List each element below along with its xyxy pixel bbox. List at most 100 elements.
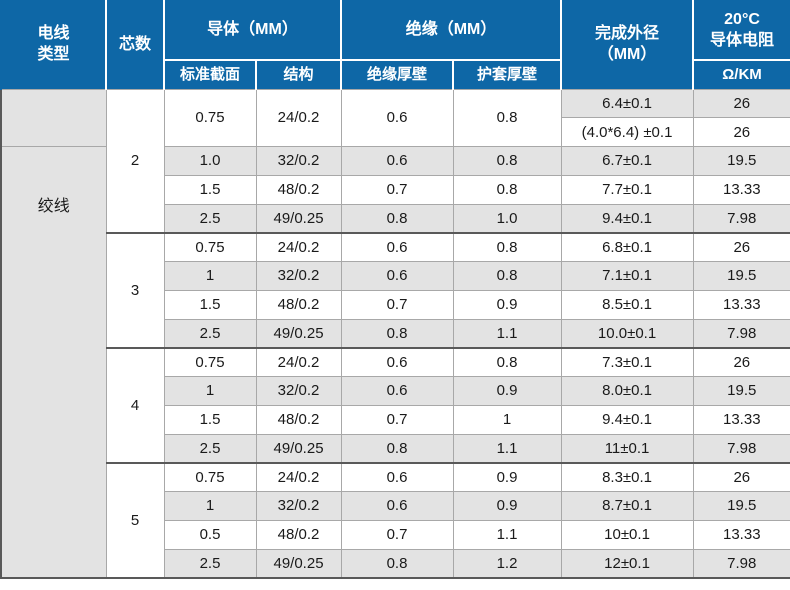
cell-sheath: 0.8	[452, 261, 562, 291]
header-wire-type-line2: 类型	[37, 46, 70, 64]
cell-structure: 32/0.2	[255, 146, 342, 176]
cell-wire-type-empty	[0, 88, 107, 147]
cell-section: 2.5	[163, 548, 257, 579]
table-row: 4 0.75 24/0.2 0.6 0.8 7.3±0.1 26	[1, 346, 790, 464]
cell-sheath: 1.1	[452, 318, 562, 349]
cell-section: 1	[163, 491, 257, 521]
cell-section: 0.75	[163, 231, 257, 262]
cell-section: 1.0	[163, 146, 257, 176]
header-resistance-unit: Ω/KM	[692, 59, 790, 90]
cell-outer-diameter: 10.0±0.1	[560, 318, 694, 349]
cell-outer-diameter: 8.3±0.1	[560, 461, 694, 492]
table-header: 电线 类型 芯数 导体（MM） 绝缘（MM） 完成外径 （MM） 20°C 导体…	[0, 0, 790, 90]
cell-insulation: 0.7	[340, 404, 454, 435]
cell-structure: 48/0.2	[255, 519, 342, 550]
cell-resistance: 26	[692, 461, 790, 492]
cell-outer-diameter: 6.4±0.1	[560, 88, 694, 119]
cell-sheath: 0.8	[452, 174, 562, 205]
cell-insulation: 0.8	[340, 548, 454, 579]
cell-resistance: 13.33	[692, 404, 790, 435]
cell-outer-diameter: 8.0±0.1	[560, 376, 694, 406]
header-resistance: 20°C 导体电阻	[692, 0, 790, 61]
header-structure: 结构	[254, 59, 343, 90]
cell-section: 0.75	[163, 346, 257, 377]
cell-wire-type: 绞线	[0, 145, 107, 579]
cell-structure: 49/0.25	[255, 433, 342, 464]
cell-sheath: 0.8	[452, 346, 562, 377]
cell-sheath: 1.2	[452, 548, 562, 579]
header-wire-type-line1: 电线	[37, 25, 70, 43]
cell-insulation: 0.6	[340, 346, 454, 377]
cell-insulation: 0.6	[340, 491, 454, 521]
header-wire-type: 电线 类型	[0, 0, 107, 90]
table-row: 1 32/0.2 0.6 0.8 7.1±0.1 19.5	[1, 261, 790, 291]
table-row: 3 0.75 24/0.2 0.6 0.8 6.8±0.1 26	[1, 231, 790, 349]
cell-insulation: 0.6	[340, 461, 454, 492]
cell-insulation: 0.6	[340, 88, 454, 147]
header-sheath-thickness: 护套厚壁	[452, 59, 563, 90]
cell-outer-diameter: 9.4±0.1	[560, 404, 694, 435]
cell-outer-diameter: 8.7±0.1	[560, 491, 694, 521]
cell-section: 0.75	[163, 88, 257, 147]
cell-core-count: 2	[105, 88, 165, 234]
table-row: 2.5 49/0.25 0.8 1.1 10.0±0.1 7.98	[1, 318, 790, 349]
cell-structure: 24/0.2	[255, 88, 342, 147]
cell-insulation: 0.8	[340, 433, 454, 464]
cell-section: 1.5	[163, 174, 257, 205]
cell-outer-diameter: 8.5±0.1	[560, 289, 694, 320]
cell-resistance: 19.5	[692, 491, 790, 521]
cell-sheath: 1.1	[452, 519, 562, 550]
cell-resistance: 13.33	[692, 174, 790, 205]
table-row: 1.5 48/0.2 0.7 0.8 7.7±0.1 13.33	[1, 174, 790, 205]
cell-sheath: 0.9	[452, 376, 562, 406]
cell-core-count: 3	[105, 231, 165, 349]
cell-insulation: 0.6	[340, 261, 454, 291]
header-outer-diameter-line2: （MM）	[597, 46, 657, 64]
cell-sheath: 0.8	[452, 88, 562, 147]
cell-structure: 49/0.25	[255, 548, 342, 579]
cell-resistance: 13.33	[692, 519, 790, 550]
cell-resistance: 7.98	[692, 433, 790, 464]
table-row: 绞线 1.0 32/0.2 0.6 0.8 6.7±0.1 19.5	[0, 145, 790, 579]
cell-section: 2.5	[163, 433, 257, 464]
cell-outer-diameter: 10±0.1	[560, 519, 694, 550]
cell-insulation: 0.6	[340, 146, 454, 176]
cell-outer-diameter: 9.4±0.1	[560, 203, 694, 234]
header-insulation-group: 绝缘（MM）	[340, 0, 563, 61]
cell-outer-diameter: 12±0.1	[560, 548, 694, 579]
cell-resistance: 26	[692, 117, 790, 147]
cell-outer-diameter: 7.3±0.1	[560, 346, 694, 377]
header-resistance-line2: 导体电阻	[710, 31, 775, 49]
cell-section: 1	[163, 261, 257, 291]
cell-sheath: 0.8	[452, 146, 562, 176]
cell-sheath: 0.9	[452, 461, 562, 492]
cell-structure: 48/0.2	[255, 404, 342, 435]
table-body: 2 0.75 24/0.2 0.6 0.8 6.4±0.1 26 (4.0*6.…	[0, 88, 790, 579]
cell-structure: 49/0.25	[255, 318, 342, 349]
cell-resistance: 7.98	[692, 318, 790, 349]
cell-core-count: 5	[105, 461, 165, 579]
table-row: 2.5 49/0.25 0.8 1.2 12±0.1 7.98	[1, 548, 790, 579]
cell-resistance: 26	[692, 88, 790, 119]
cell-insulation: 0.6	[340, 376, 454, 406]
cell-outer-diameter: 11±0.1	[560, 433, 694, 464]
header-outer-diameter-line1: 完成外径	[595, 25, 660, 43]
cell-resistance: 7.98	[692, 203, 790, 234]
cell-outer-diameter: 6.7±0.1	[560, 146, 694, 176]
cell-resistance: 7.98	[692, 548, 790, 579]
cell-outer-diameter: 7.1±0.1	[560, 261, 694, 291]
header-standard-section: 标准截面	[163, 59, 257, 90]
cell-insulation: 0.8	[340, 318, 454, 349]
cell-section: 2.5	[163, 203, 257, 234]
header-outer-diameter: 完成外径 （MM）	[560, 0, 695, 90]
cell-section: 1.5	[163, 289, 257, 320]
cell-structure: 32/0.2	[255, 376, 342, 406]
table-row: 0.5 48/0.2 0.7 1.1 10±0.1 13.33	[1, 519, 790, 550]
cell-structure: 24/0.2	[255, 346, 342, 377]
cell-structure: 24/0.2	[255, 461, 342, 492]
cell-outer-diameter: 7.7±0.1	[560, 174, 694, 205]
cell-resistance: 26	[692, 346, 790, 377]
cell-structure: 32/0.2	[255, 261, 342, 291]
table-row: 1 32/0.2 0.6 0.9 8.0±0.1 19.5	[1, 376, 790, 406]
